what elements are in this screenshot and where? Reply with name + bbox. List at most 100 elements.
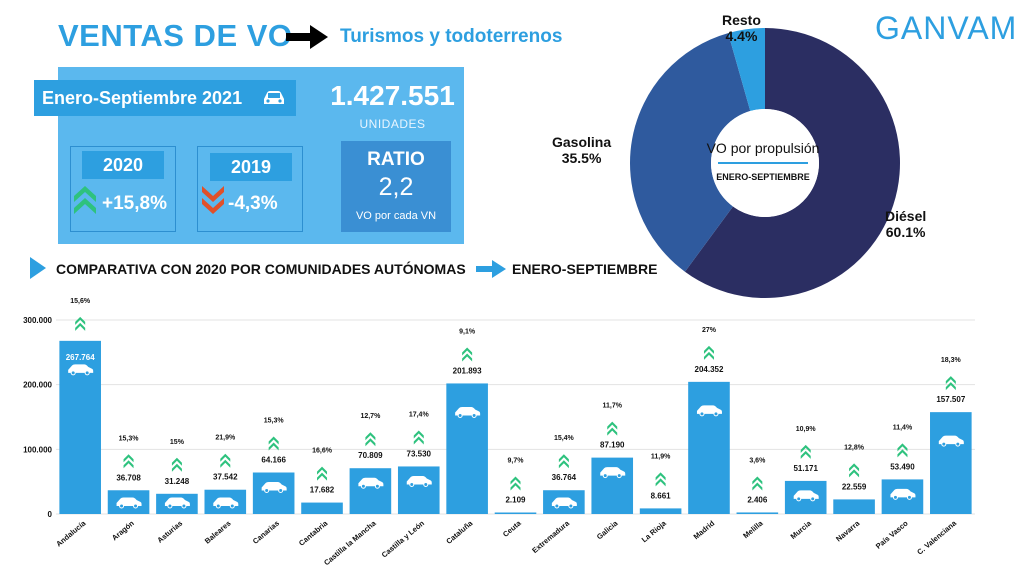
growth-up-icon [897,443,908,458]
bar [736,512,779,514]
category-label: Galicia [595,518,620,541]
bar [591,457,634,514]
bar-value-label: 87.190 [600,441,625,450]
bar-value-label: 22.559 [842,482,867,491]
card-year: 2020 [82,151,164,179]
growth-label: 10,9% [796,426,817,433]
category-label: Melilla [741,518,765,540]
growth-up-icon [462,347,473,362]
growth-up-icon [365,432,376,447]
card-year: 2019 [210,153,292,181]
car-icon [68,364,94,376]
donut-slice [728,28,765,112]
growth-up-icon [171,457,182,472]
growth-label: 11,4% [893,424,913,431]
category-label: C. Valenciana [915,518,958,557]
category-label: Andalucía [54,518,88,548]
donut-slice [684,28,901,299]
section-title: COMPARATIVA CON 2020 POR COMUNIDADES AUT… [56,261,466,277]
growth-label: 9,7% [508,458,525,465]
category-label: Cantabria [297,518,330,548]
bar-value-label: 8.661 [651,491,672,500]
bar-value-label: 53.490 [890,462,915,471]
y-tick-label: 0 [48,510,53,519]
growth-label: 15,4% [554,435,575,442]
period-label: Enero-Septiembre 2021 [34,80,296,116]
bar [446,383,488,514]
donut-slice [630,33,751,272]
car-icon [164,497,190,509]
bar-value-label: 204.352 [695,365,724,374]
bar [301,502,343,514]
units-label: UNIDADES [359,117,426,131]
category-label: Navarra [834,518,862,543]
category-label: Murcia [789,518,814,541]
car-icon [793,490,819,502]
growth-up-icon [268,436,279,451]
bar [397,466,440,514]
bar-value-label: 2.109 [505,496,526,505]
arrow-right-icon [476,260,506,278]
growth-label: 15,3% [264,418,285,425]
growth-up-icon [752,476,763,491]
slice-pct: 35.5% [561,150,602,166]
bar-value-label: 267.764 [66,353,95,362]
car-icon [261,482,287,494]
total-units: 1.427.551 [330,80,455,111]
donut-title: VO por propulsión [706,140,820,156]
growth-label: 11,7% [603,403,623,410]
section-period: ENERO-SEPTIEMBRE [512,261,658,277]
growth-up-icon [413,430,424,445]
pie-label-resto: Resto 4.4% [722,12,761,44]
growth-label: 18,3% [941,357,962,364]
growth-up-icon [703,345,714,360]
slice-name: Gasolina [552,134,612,150]
growth-label: 16,6% [312,448,333,455]
growth-up-icon [655,472,666,487]
car-icon [890,488,916,500]
category-label: Castilla y León [380,518,427,559]
bar [349,468,392,514]
growth-up-icon [800,444,811,459]
card-change: +15,8% [102,193,167,214]
growth-label: 11,9% [651,453,671,460]
category-label: Castilla la Mancha [322,518,378,567]
growth-label: 9,1% [459,328,476,335]
car-icon [938,435,964,447]
y-tick-label: 300.000 [23,316,52,325]
bar-value-label: 2.406 [747,495,768,504]
bar [833,499,875,514]
bar-value-label: 31.248 [165,477,190,486]
growth-up-icon [849,463,860,478]
double-chevron-down-icon [202,186,224,214]
car-icon [358,477,384,489]
growth-up-icon [945,376,956,391]
propulsion-donut-chart [630,28,901,299]
bar [688,381,730,514]
ratio-box [341,141,451,232]
bar-value-label: 17.682 [310,486,335,495]
growth-up-icon [317,466,328,481]
car-icon [213,497,239,509]
bar-value-label: 70.809 [358,451,383,460]
ratio-label: VO por cada VN [355,210,437,222]
growth-label: 15,6% [70,298,91,305]
growth-up-icon [558,454,569,469]
category-label: Cataluña [444,518,475,546]
double-chevron-up-icon [74,186,96,214]
growth-up-icon [607,421,618,436]
bar [930,412,972,514]
growth-label: 15% [170,439,185,446]
category-label: País Vasco [874,518,910,550]
category-label: Aragón [110,518,136,542]
car-icon [600,467,626,479]
car-icon [406,475,432,487]
bar [494,512,537,514]
slice-name: Diésel [885,208,927,224]
growth-label: 3,6% [749,457,766,464]
comparison-card-2019 [197,146,303,232]
category-label: Asturias [155,519,184,545]
growth-label: 12,8% [844,444,865,451]
donut-subtitle: ENERO-SEPTIEMBRE [716,172,810,182]
growth-label: 12,7% [360,413,381,420]
